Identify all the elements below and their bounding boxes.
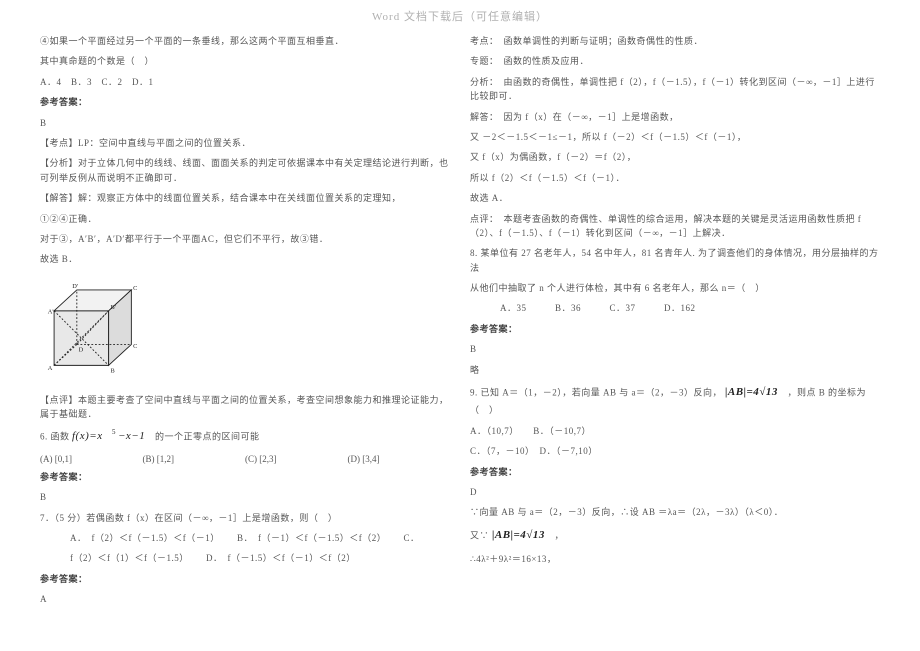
q6-prefix: 6. 函数: [40, 432, 70, 442]
answer-label: 参考答案：: [40, 572, 450, 586]
opt-value: [3,4]: [362, 454, 379, 464]
text-line: 又 f（x）为偶函数，f（－2）＝f（2），: [470, 150, 880, 164]
opt-label: (A): [40, 454, 53, 464]
text-line: 对于③，A′B′，A′D′都平行于一个平面AC，但它们不平行，故③错．: [40, 232, 450, 246]
opt-D: D． f（－1.5）＜f（－1）＜f（2）: [206, 553, 356, 563]
opt-C2: f（2）＜f（1）＜f（－1.5）: [70, 553, 184, 563]
svg-text:f(x)=x: f(x)=x: [72, 430, 103, 442]
text-line: ①②④正确．: [40, 212, 450, 226]
cube-diagram: A' B' C D' A B C D: [40, 279, 150, 379]
answer-value: A: [40, 592, 450, 606]
text-line: 点评： 本题考查函数的奇偶性、单调性的综合运用，解决本题的关键是灵活运用函数性质…: [470, 212, 880, 241]
svg-text:B': B': [110, 304, 115, 311]
opt-C: (C) [2,3]: [245, 454, 348, 464]
svg-text:5: 5: [112, 428, 116, 436]
text-line: 故选 B．: [40, 252, 450, 266]
two-column-layout: ④如果一个平面经过另一个平面的一条垂线，那么这两个平面互相垂直． 其中真命题的个…: [0, 28, 920, 613]
text-line: 【分析】对于立体几何中的线线、线面、面面关系的判定可依据课本中有关定理结论进行判…: [40, 156, 450, 185]
answer-value: D: [470, 485, 880, 499]
svg-text:D': D': [72, 283, 78, 290]
answer-value: B: [40, 116, 450, 130]
svg-text:C: C: [133, 343, 137, 350]
text-line: 【解答】解：观察正方体中的线面位置关系，结合课本中在关线面位置关系的定理知，: [40, 191, 450, 205]
q7-options-row1: A． f（2）＜f（－1.5）＜f（－1） B． f（－1）＜f（－1.5）＜f…: [40, 531, 450, 545]
r16-suffix: ，: [555, 530, 565, 540]
question-8b: 从他们中抽取了 n 个人进行体检，其中有 6 名老年人，那么 n＝（ ）: [470, 281, 880, 295]
opt-value: [2,3]: [259, 454, 276, 464]
question-8a: 8. 某单位有 27 名老年人，54 名中年人，81 名青年人. 为了调查他们的…: [470, 246, 880, 275]
answer-label: 参考答案：: [40, 95, 450, 109]
text-line: 专题： 函数的性质及应用．: [470, 54, 880, 68]
opt-label: (B): [143, 454, 155, 464]
svg-text:A: A: [48, 365, 53, 372]
text-line: 其中真命题的个数是（ ）: [40, 54, 450, 68]
text-line: 考点： 函数单调性的判断与证明；函数奇偶性的性质．: [470, 34, 880, 48]
formula-ab-norm: |AB|=4√13: [725, 383, 785, 403]
opt-value: [0,1]: [55, 454, 72, 464]
options-line: A．4 B．3 C．2 D．1: [40, 75, 450, 89]
q9-options-1: A．（10,7） B．（－10,7）: [470, 424, 880, 438]
opt-label: (D): [348, 454, 361, 464]
q9-prefix: 9. 已知 A＝（1，－2），若向量 AB 与 a＝（2，－3）反向，: [470, 387, 722, 397]
left-column: ④如果一个平面经过另一个平面的一条垂线，那么这两个平面互相垂直． 其中真命题的个…: [30, 28, 460, 613]
text-line: 所以 f（2）＜f（－1.5）＜f（－1）．: [470, 171, 880, 185]
answer-label: 参考答案：: [470, 465, 880, 479]
svg-text:C: C: [133, 285, 137, 292]
formula-fx: f(x)=x 5 −x−1: [72, 427, 152, 447]
question-6: 6. 函数 f(x)=x 5 −x−1 的一个正零点的区间可能: [40, 427, 450, 447]
text-line: 【点评】本题主要考查了空间中直线与平面之间的位置关系，考查空间想象能力和推理论证…: [40, 393, 450, 422]
opt-C: C．: [404, 533, 420, 543]
opt-value: [1,2]: [157, 454, 174, 464]
svg-text:B: B: [110, 367, 114, 374]
formula-ab-norm-2: |AB|=4√13: [492, 526, 552, 546]
page-header: Word 文档下载后（可任意编辑）: [0, 0, 920, 28]
question-7: 7．（5 分）若偶函数 f（x）在区间（－∞，－1］上是增函数，则（ ）: [40, 511, 450, 525]
opt-A: A． f（2）＜f（－1.5）＜f（－1）: [70, 533, 215, 543]
q9-options-2: C．（7，－10） D．（－7,10）: [470, 444, 880, 458]
question-9: 9. 已知 A＝（1，－2），若向量 AB 与 a＝（2，－3）反向， |AB|…: [470, 383, 880, 418]
answer-value: B: [40, 490, 450, 504]
answer-value: B: [470, 342, 880, 356]
text-line: ∴4λ²＋9λ²＝16×13，: [470, 552, 880, 566]
q6-suffix: 的一个正零点的区间可能: [155, 432, 260, 442]
q6-options: (A) [0,1] (B) [1,2] (C) [2,3] (D) [3,4]: [40, 454, 450, 464]
svg-text:|AB|=4√13: |AB|=4√13: [725, 386, 778, 398]
opt-A: (A) [0,1]: [40, 454, 143, 464]
opt-label: (C): [245, 454, 257, 464]
svg-text:|AB|=4√13: |AB|=4√13: [492, 529, 545, 541]
text-line: 略: [470, 363, 880, 377]
r16-prefix: 又∵: [470, 530, 489, 540]
right-column: 考点： 函数单调性的判断与证明；函数奇偶性的性质． 专题： 函数的性质及应用． …: [460, 28, 890, 613]
q7-options-row2: f（2）＜f（1）＜f（－1.5） D． f（－1.5）＜f（－1）＜f（2）: [40, 551, 450, 565]
text-line: 解答： 因为 f（x）在（－∞，－1］上是增函数，: [470, 110, 880, 124]
opt-D: (D) [3,4]: [348, 454, 451, 464]
text-line: 故选 A．: [470, 191, 880, 205]
text-line: ④如果一个平面经过另一个平面的一条垂线，那么这两个平面互相垂直．: [40, 34, 450, 48]
svg-text:D: D: [79, 346, 84, 353]
document-page: Word 文档下载后（可任意编辑） ④如果一个平面经过另一个平面的一条垂线，那么…: [0, 0, 920, 651]
opt-B: (B) [1,2]: [143, 454, 246, 464]
answer-label: 参考答案：: [470, 322, 880, 336]
text-line: 分析： 由函数的奇偶性，单调性把 f（2），f（－1.5），f（－1）转化到区间…: [470, 75, 880, 104]
text-line: ∵向量 AB 与 a＝（2，－3）反向，∴设 AB ＝λa＝（2λ，－3λ）（λ…: [470, 505, 880, 519]
opt-B: B． f（－1）＜f（－1.5）＜f（2）: [237, 533, 382, 543]
text-line: 又∵ |AB|=4√13 ，: [470, 526, 880, 546]
text-line: 【考点】LP：空间中直线与平面之间的位置关系．: [40, 136, 450, 150]
svg-text:A': A': [48, 308, 54, 315]
q8-options: A．35 B．36 C．37 D．162: [470, 301, 880, 315]
text-line: 又 －2＜－1.5＜－1≤－1，所以 f（－2）＜f（－1.5）＜f（－1），: [470, 130, 880, 144]
answer-label: 参考答案：: [40, 470, 450, 484]
svg-text:−x−1: −x−1: [118, 430, 145, 442]
